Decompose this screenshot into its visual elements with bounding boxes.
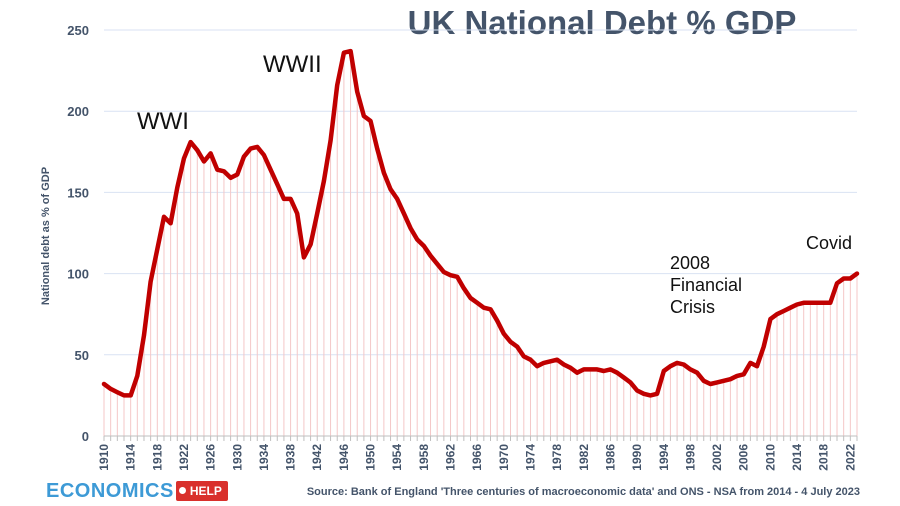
x-tick-2010: 2010 [763, 444, 777, 471]
x-tick-1910: 1910 [97, 444, 111, 471]
x-tick-2022: 2022 [843, 444, 857, 471]
annotation-wwi: WWI [137, 108, 189, 135]
series-line-layer [101, 48, 860, 398]
y-tick-200: 200 [67, 104, 89, 119]
year-bars [103, 51, 858, 436]
x-tick-1970: 1970 [497, 444, 511, 471]
annotation-crisis-line-1: 2008 [670, 253, 711, 273]
gridlines [104, 29, 857, 356]
x-tick-1950: 1950 [364, 444, 378, 471]
chart-title: UK National Debt % GDP [407, 4, 797, 41]
logo-word: ECONOMICS [46, 479, 174, 502]
x-tick-2014: 2014 [790, 444, 804, 471]
x-tick-1982: 1982 [577, 444, 591, 471]
x-tick-1942: 1942 [310, 444, 324, 471]
economics-help-logo[interactable]: ECONOMICS HELP [46, 478, 228, 504]
x-tick-1998: 1998 [683, 444, 697, 471]
x-tick-1966: 1966 [470, 444, 484, 471]
x-tick-1974: 1974 [523, 444, 537, 471]
y-tick-100: 100 [67, 267, 89, 282]
y-tick-50: 50 [75, 348, 89, 363]
annotation-financial-crisis: 2008 Financial Crisis [670, 252, 742, 318]
annotation-crisis-line-3: Crisis [670, 297, 715, 317]
logo-help-tag: HELP [175, 481, 228, 501]
x-tick-2006: 2006 [737, 444, 751, 471]
y-tick-0: 0 [82, 429, 89, 444]
x-tick-1922: 1922 [177, 444, 191, 471]
x-tick-1978: 1978 [550, 444, 564, 471]
x-tick-2018: 2018 [817, 444, 831, 471]
annotation-crisis-line-2: Financial [670, 275, 743, 295]
y-tick-250: 250 [67, 23, 89, 38]
source-note: Source: Bank of England 'Three centuries… [306, 486, 860, 498]
tick-labels: 0 50 100 150 200 250 1910 1914 1918 1922 1926 1930 1… [67, 23, 857, 471]
x-tick-1954: 1954 [390, 444, 404, 471]
x-tick-1962: 1962 [444, 444, 458, 471]
series-line-national-debt [101, 48, 860, 398]
axes [103, 435, 858, 441]
x-tick-2002: 2002 [710, 444, 724, 471]
x-tick-1958: 1958 [417, 444, 431, 471]
x-tick-1986: 1986 [603, 444, 617, 471]
x-tick-1990: 1990 [630, 444, 644, 471]
x-tick-1994: 1994 [657, 444, 671, 471]
y-tick-150: 150 [67, 185, 89, 200]
x-tick-1926: 1926 [204, 444, 218, 471]
annotation-wwii: WWII [263, 51, 322, 78]
x-tick-1938: 1938 [284, 444, 298, 471]
annotation-covid: Covid [806, 233, 853, 253]
x-tick-1914: 1914 [124, 444, 138, 471]
x-tick-1934: 1934 [257, 444, 271, 471]
x-tick-1946: 1946 [337, 444, 351, 471]
x-tick-1918: 1918 [150, 444, 164, 471]
x-tick-1930: 1930 [230, 444, 244, 471]
